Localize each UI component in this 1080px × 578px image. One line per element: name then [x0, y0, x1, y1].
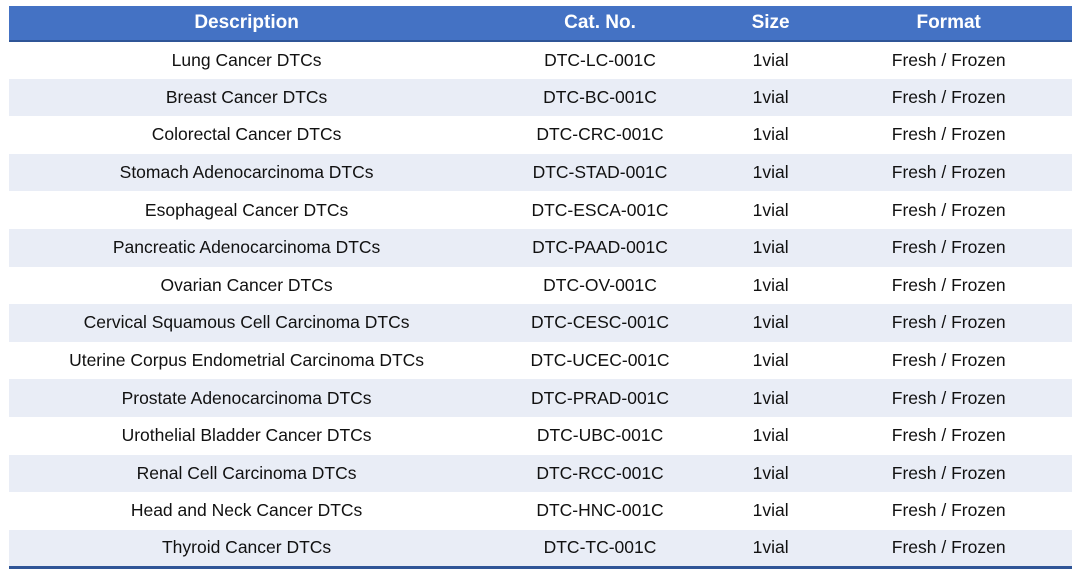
table-row: Urothelial Bladder Cancer DTCs DTC-UBC-0… [9, 417, 1072, 455]
cell-format: Fresh / Frozen [825, 529, 1072, 568]
table-row: Head and Neck Cancer DTCs DTC-HNC-001C 1… [9, 492, 1072, 530]
table-row: Cervical Squamous Cell Carcinoma DTCs DT… [9, 304, 1072, 342]
table-body: Lung Cancer DTCs DTC-LC-001C 1vial Fresh… [9, 41, 1072, 568]
cell-size: 1vial [715, 228, 826, 267]
cell-size: 1vial [752, 124, 789, 145]
cell-format: Fresh / Frozen [825, 153, 1072, 192]
cell-description: Urothelial Bladder Cancer DTCs [121, 425, 372, 446]
cell-size: 1vial [715, 529, 826, 568]
cell-description: Pancreatic Adenocarcinoma DTCs [9, 228, 485, 267]
cell-cat-no: DTC-LC-001C [544, 49, 656, 70]
cell-description: Esophageal Cancer DTCs [144, 199, 349, 220]
table-row: Renal Cell Carcinoma DTCs DTC-RCC-001C 1… [9, 454, 1072, 493]
column-header-size: Size [715, 6, 826, 42]
cell-description: Head and Neck Cancer DTCs [130, 500, 363, 521]
product-catalog-table: Description Cat. No. Size Format Lung Ca… [9, 6, 1072, 569]
cell-size: 1vial [715, 153, 826, 192]
cell-size: 1vial [752, 425, 789, 446]
cell-cat-no: DTC-STAD-001C [484, 153, 716, 192]
cell-cat-no: DTC-BC-001C [484, 78, 716, 117]
cell-cat-no: DTC-UBC-001C [536, 425, 664, 446]
cell-format: Fresh / Frozen [825, 228, 1072, 267]
cell-size: 1vial [752, 274, 789, 295]
header-row: Description Cat. No. Size Format [9, 6, 1072, 42]
cell-cat-no: DTC-ESCA-001C [531, 199, 669, 220]
cell-description: Colorectal Cancer DTCs [151, 124, 342, 145]
cell-size: 1vial [715, 454, 826, 493]
cell-description: Ovarian Cancer DTCs [160, 274, 333, 295]
cell-size: 1vial [752, 350, 789, 371]
table-row: Prostate Adenocarcinoma DTCs DTC-PRAD-00… [9, 379, 1072, 417]
cell-description: Stomach Adenocarcinoma DTCs [9, 153, 485, 192]
cell-cat-no: DTC-PRAD-001C [484, 379, 716, 417]
cell-description: Cervical Squamous Cell Carcinoma DTCs [9, 304, 485, 342]
table-row: Colorectal Cancer DTCs DTC-CRC-001C 1via… [9, 116, 1072, 154]
cell-format: Fresh / Frozen [891, 124, 1006, 145]
cell-description: Uterine Corpus Endometrial Carcinoma DTC… [69, 350, 425, 371]
cell-cat-no: DTC-OV-001C [543, 274, 657, 295]
column-header-cat-no: Cat. No. [484, 6, 716, 42]
cell-description: Renal Cell Carcinoma DTCs [9, 454, 485, 493]
table-row: Thyroid Cancer DTCs DTC-TC-001C 1vial Fr… [9, 529, 1072, 568]
column-header-format: Format [825, 6, 1072, 42]
table-row: Uterine Corpus Endometrial Carcinoma DTC… [9, 342, 1072, 380]
cell-description: Breast Cancer DTCs [9, 78, 485, 117]
cell-format: Fresh / Frozen [825, 304, 1072, 342]
cell-size: 1vial [752, 500, 789, 521]
table-row: Pancreatic Adenocarcinoma DTCs DTC-PAAD-… [9, 228, 1072, 267]
cell-cat-no: DTC-UCEC-001C [530, 350, 670, 371]
cell-cat-no: DTC-CESC-001C [484, 304, 716, 342]
cell-size: 1vial [752, 49, 789, 70]
cell-description: Prostate Adenocarcinoma DTCs [9, 379, 485, 417]
cell-format: Fresh / Frozen [891, 350, 1006, 371]
product-catalog-table-wrap: Description Cat. No. Size Format Lung Ca… [9, 6, 1072, 569]
cell-size: 1vial [715, 78, 826, 117]
cell-format: Fresh / Frozen [891, 425, 1006, 446]
cell-cat-no: DTC-PAAD-001C [484, 228, 716, 267]
cell-cat-no: DTC-TC-001C [484, 529, 716, 568]
table-header: Description Cat. No. Size Format [9, 6, 1072, 42]
cell-size: 1vial [715, 379, 826, 417]
table-row: Stomach Adenocarcinoma DTCs DTC-STAD-001… [9, 153, 1072, 192]
cell-size: 1vial [715, 304, 826, 342]
cell-description: Lung Cancer DTCs [171, 49, 322, 70]
cell-cat-no: DTC-CRC-001C [536, 124, 664, 145]
cell-format: Fresh / Frozen [891, 500, 1006, 521]
table-row: Lung Cancer DTCs DTC-LC-001C 1vial Fresh… [9, 41, 1072, 79]
cell-description: Thyroid Cancer DTCs [9, 529, 485, 568]
table-row: Ovarian Cancer DTCs DTC-OV-001C 1vial Fr… [9, 267, 1072, 305]
table-row: Esophageal Cancer DTCs DTC-ESCA-001C 1vi… [9, 191, 1072, 229]
cell-format: Fresh / Frozen [891, 199, 1006, 220]
cell-cat-no: DTC-RCC-001C [484, 454, 716, 493]
cell-size: 1vial [752, 199, 789, 220]
cell-cat-no: DTC-HNC-001C [536, 500, 664, 521]
cell-format: Fresh / Frozen [891, 274, 1006, 295]
cell-format: Fresh / Frozen [825, 379, 1072, 417]
cell-format: Fresh / Frozen [825, 454, 1072, 493]
cell-format: Fresh / Frozen [891, 49, 1006, 70]
table-row: Breast Cancer DTCs DTC-BC-001C 1vial Fre… [9, 78, 1072, 117]
cell-format: Fresh / Frozen [825, 78, 1072, 117]
column-header-description: Description [9, 6, 485, 42]
